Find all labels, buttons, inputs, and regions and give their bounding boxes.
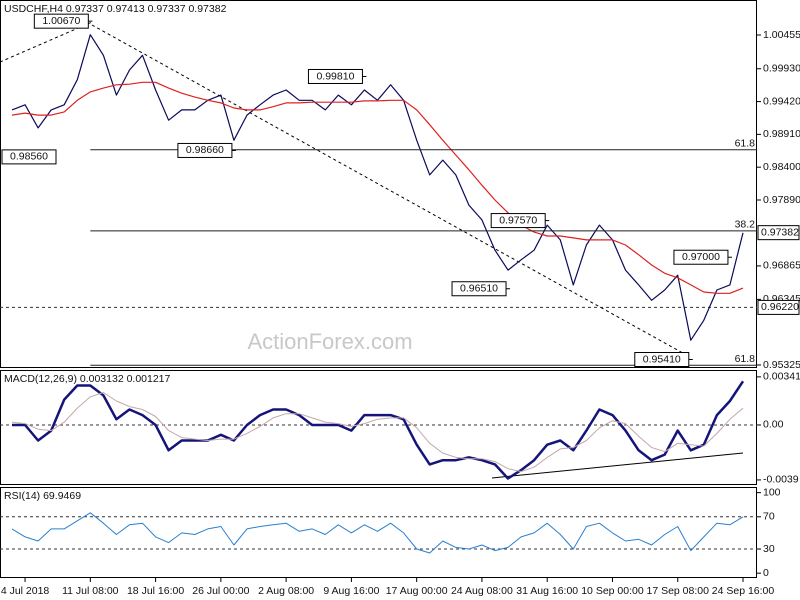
x-tick-label: 4 Jul 2018 [1, 585, 50, 597]
price-label: 0.98660 [186, 144, 224, 156]
x-tick-label: 26 Jul 00:00 [192, 585, 249, 597]
fib-label: 61.8 [735, 353, 756, 365]
price-label-box [1, 149, 57, 165]
y-tick-label: 0.98910 [763, 128, 800, 140]
y-tick-label: 0.96865 [763, 260, 800, 272]
x-tick-label: 10 Sep 00:00 [581, 585, 644, 597]
trend-line [0, 21, 93, 63]
price-label: 0.98560 [10, 151, 48, 163]
price-label: 0.97570 [499, 214, 537, 226]
fib-label: 38.2 [735, 219, 756, 231]
fib-label: 61.8 [735, 138, 756, 150]
series-line [12, 380, 745, 480]
x-tick-label: 18 Jul 16:00 [127, 585, 184, 597]
price-label: 0.96510 [460, 283, 498, 295]
series-line [11, 81, 744, 294]
price-label: 1.00670 [42, 15, 80, 27]
y-tick-label: 0.99930 [763, 63, 800, 75]
divergence-line [491, 452, 744, 479]
y-tick-label: 0.99420 [763, 95, 800, 107]
price-label-box [634, 352, 690, 368]
rsi-title: RSI(14) 69.9469 [4, 490, 81, 502]
price-label: 0.95410 [643, 353, 681, 365]
watermark: ActionForex.com [247, 329, 412, 354]
y-tick-label: 30 [763, 543, 775, 555]
price-label: 0.97000 [682, 251, 720, 263]
y-tick-label: 0.95325 [763, 359, 800, 371]
axis-label-box [757, 299, 800, 315]
macd-panel [0, 370, 757, 485]
rsi-panel [0, 487, 757, 578]
price-label-box [451, 281, 507, 297]
series-line [11, 34, 744, 341]
series-line [11, 512, 744, 554]
price-panel [0, 0, 757, 368]
price-label-box [490, 213, 546, 229]
last-price-box [757, 225, 800, 241]
y-tick-label: 0.003412 [763, 371, 800, 383]
x-tick-label: 9 Aug 16:00 [323, 585, 379, 597]
x-tick-label: 17 Aug 00:00 [386, 585, 448, 597]
price-label: 0.99810 [316, 70, 354, 82]
y-tick-label: 1.00455 [763, 29, 800, 41]
y-tick-label: 100 [763, 486, 781, 498]
x-tick-label: 31 Aug 16:00 [516, 585, 578, 597]
series-line [11, 392, 744, 472]
price-label-box [673, 249, 729, 265]
price-label-box [307, 68, 363, 84]
y-tick-label: -0.0039 [763, 474, 799, 486]
y-tick-label: 0.98400 [763, 161, 800, 173]
y-tick-label: 0 [763, 567, 769, 579]
x-tick-label: 17 Sep 08:00 [646, 585, 709, 597]
macd-title: MACD(12,26,9) 0.003132 0.001217 [4, 373, 171, 385]
y-tick-label: 0.00 [763, 419, 784, 431]
x-tick-label: 11 Jul 08:00 [62, 585, 119, 597]
price-label-box [177, 142, 233, 158]
price-label-box [33, 13, 89, 29]
chart-title: USDCHF,H4 0.97337 0.97413 0.97337 0.9738… [4, 3, 227, 15]
x-tick-label: 2 Aug 08:00 [258, 585, 314, 597]
x-tick-label: 24 Aug 08:00 [451, 585, 513, 597]
x-tick-label: 24 Sep 16:00 [712, 585, 775, 597]
y-tick-label: 0.97890 [763, 194, 800, 206]
last-price: 0.97382 [761, 226, 799, 238]
y-tick-label: 70 [763, 511, 775, 523]
axis-label: 0.96220 [761, 301, 799, 313]
